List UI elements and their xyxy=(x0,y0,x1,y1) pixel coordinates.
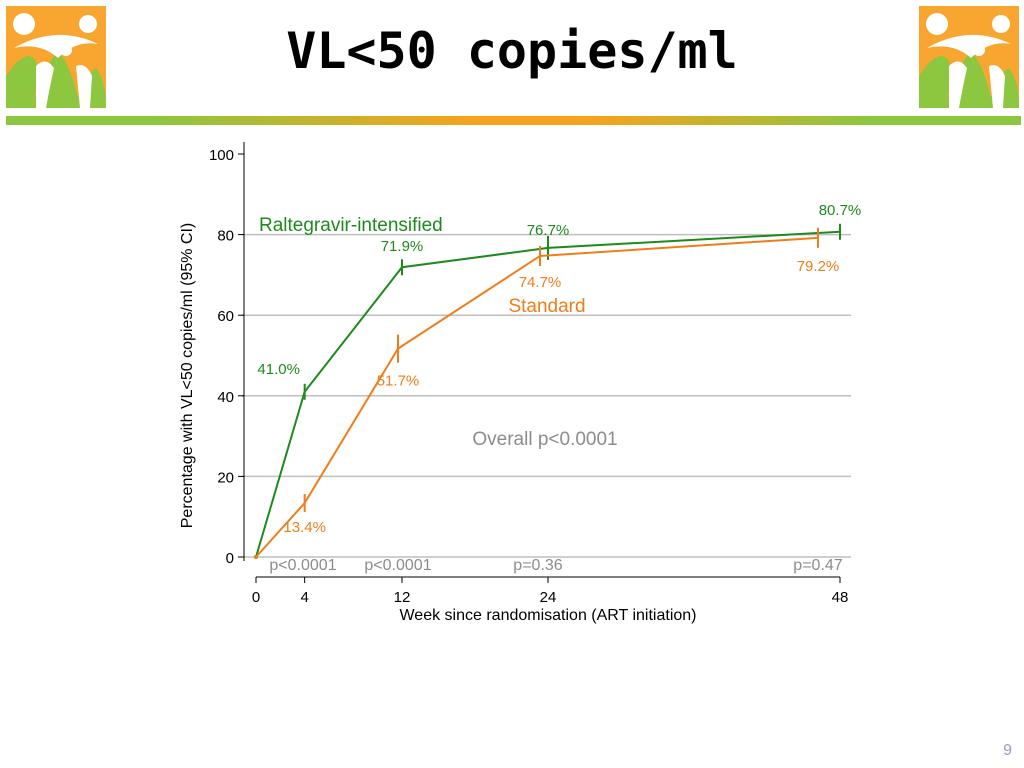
series-label: Standard xyxy=(508,296,585,317)
data-point xyxy=(254,555,258,559)
data-label: 79.2% xyxy=(797,258,840,275)
slide-title: VL<50 copies/ml xyxy=(286,22,738,80)
p-value-label: p=0.47 xyxy=(793,557,842,574)
data-label: 80.7% xyxy=(819,202,862,219)
x-axis-label: Week since randomisation (ART initiation… xyxy=(399,607,696,624)
x-tick-label: 48 xyxy=(832,589,849,606)
x-tick-label: 4 xyxy=(300,589,308,606)
p-value-label: p<0.0001 xyxy=(364,557,431,574)
data-label: 51.7% xyxy=(377,373,420,390)
data-label: 41.0% xyxy=(257,361,300,378)
page-number: 9 xyxy=(1003,742,1012,759)
p-value-label: p<0.0001 xyxy=(269,557,336,574)
data-label: 76.7% xyxy=(527,222,570,239)
y-tick-label: 20 xyxy=(217,469,234,486)
p-value-label: p=0.36 xyxy=(513,557,562,574)
header-divider-accent xyxy=(154,116,870,125)
overall-p-annotation: Overall p<0.0001 xyxy=(472,429,617,450)
y-tick-label: 80 xyxy=(217,228,234,245)
y-tick-label: 100 xyxy=(209,147,234,164)
x-tick-label: 24 xyxy=(540,589,557,606)
series-label: Raltegravir-intensified xyxy=(259,215,443,236)
data-label: 74.7% xyxy=(519,274,562,291)
y-axis-label: Percentage with VL<50 copies/ml (95% CI) xyxy=(179,223,196,528)
y-tick-label: 40 xyxy=(217,389,234,406)
x-tick-label: 12 xyxy=(394,589,411,606)
data-label: 71.9% xyxy=(381,238,424,255)
organisation-logo-right xyxy=(919,6,1019,108)
x-tick-label: 0 xyxy=(252,589,260,606)
data-label: 13.4% xyxy=(283,519,326,536)
organisation-logo-left xyxy=(6,6,106,108)
y-tick-label: 0 xyxy=(226,550,234,567)
y-tick-label: 60 xyxy=(217,308,234,325)
